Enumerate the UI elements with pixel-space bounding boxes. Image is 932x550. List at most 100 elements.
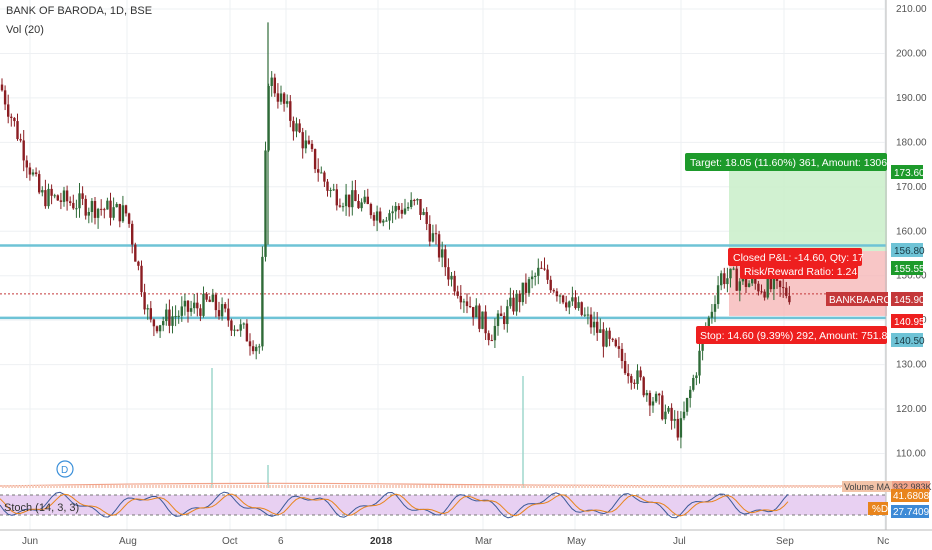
volume-bar	[746, 485, 748, 488]
candle-body	[382, 220, 385, 223]
candle-body	[81, 193, 84, 199]
candle-body	[224, 304, 227, 309]
dividend-marker[interactable]: D	[56, 460, 74, 478]
candle-body	[53, 195, 56, 197]
candle-body	[751, 277, 754, 284]
candle-body	[410, 199, 413, 207]
candle-body	[264, 150, 267, 257]
candle-body	[543, 268, 546, 270]
volume-bar	[539, 485, 541, 488]
target-annotation[interactable]: Target: 18.05 (11.60%) 361, Amount: 1306	[685, 153, 887, 171]
candle-body	[568, 301, 571, 308]
volume-bar	[809, 485, 811, 488]
svg-text:%D: %D	[872, 504, 888, 515]
volume-bar	[557, 485, 559, 488]
volume-bar	[65, 485, 67, 488]
volume-bar	[452, 485, 454, 488]
closed-pnl-annotation[interactable]: Closed P&L: -14.60, Qty: 17	[728, 248, 864, 266]
candle-body	[93, 201, 97, 218]
volume-bar	[740, 485, 742, 488]
candle-body	[602, 329, 605, 347]
volume-bar	[431, 485, 433, 488]
candle-body	[499, 313, 503, 316]
candle-body	[496, 313, 500, 326]
candle-body	[651, 401, 655, 406]
candle-body	[239, 324, 242, 331]
volume-bar	[164, 485, 166, 488]
volume-bar	[701, 485, 703, 488]
candle-body	[59, 200, 63, 202]
volume-bar	[473, 485, 475, 488]
volume-bar	[317, 485, 319, 488]
candle-body	[757, 283, 760, 292]
volume-bar	[41, 485, 43, 488]
candle-body	[134, 244, 137, 262]
candle-body	[589, 314, 593, 328]
candle-body	[7, 104, 10, 117]
volume-bar	[98, 485, 100, 488]
x-tick-label: May	[567, 536, 586, 547]
candle-body	[772, 278, 776, 290]
volume-bar	[713, 485, 715, 488]
volume-bar	[143, 485, 145, 488]
risk-reward-annotation[interactable]: Risk/Reward Ratio: 1.24	[740, 263, 858, 279]
candle-body	[208, 299, 211, 302]
x-tick-label: Jul	[673, 536, 686, 547]
volume-bar	[494, 485, 496, 488]
volume-bar	[5, 485, 7, 488]
volume-bar	[407, 485, 409, 488]
volume-bar	[308, 485, 310, 488]
candle-body	[289, 101, 292, 121]
candle-body	[648, 392, 652, 406]
candle-body	[146, 308, 149, 310]
volume-bar	[128, 485, 130, 488]
volume-bar	[365, 485, 367, 488]
volume-bar	[545, 485, 547, 488]
stop-price-tag: 140.95	[891, 314, 925, 328]
y-tick-label: 160.00	[896, 226, 927, 237]
volume-bar	[506, 485, 508, 488]
volume-bar	[839, 485, 841, 488]
volume-bar	[731, 485, 733, 488]
candle-body	[78, 193, 81, 209]
stochastic-indicator-label[interactable]: Stoch (14, 3, 3)	[4, 502, 80, 514]
svg-text:140.50: 140.50	[894, 336, 925, 347]
candle-body	[422, 212, 425, 215]
candle-body	[509, 297, 512, 307]
candle-body	[540, 267, 543, 269]
volume-bar	[314, 485, 316, 488]
volume-bar	[398, 485, 400, 488]
candle-body	[84, 198, 87, 216]
candle-body	[493, 325, 497, 341]
volume-bar	[287, 485, 289, 488]
volume-bar	[773, 485, 775, 488]
candle-body	[279, 93, 283, 102]
volume-bar	[599, 485, 601, 488]
svg-text:Volume MA: Volume MA	[844, 482, 890, 492]
volume-bar	[62, 485, 64, 488]
volume-bar	[437, 485, 439, 488]
candle-body	[127, 213, 131, 224]
volume-bar	[761, 485, 763, 488]
volume-bar	[500, 485, 502, 488]
candle-body	[137, 261, 140, 266]
candle-body	[186, 300, 190, 312]
candle-body	[72, 202, 75, 209]
volume-indicator-label[interactable]: Vol (20)	[6, 24, 44, 36]
volume-bar	[425, 485, 427, 488]
volume-bar	[443, 485, 445, 488]
candle-body	[406, 206, 410, 209]
volume-bar	[629, 485, 631, 488]
stop-annotation[interactable]: Stop: 14.60 (9.39%) 292, Amount: 751.8	[696, 326, 888, 344]
volume-bar	[401, 485, 403, 488]
volume-bar	[608, 485, 610, 488]
candle-body	[273, 77, 276, 94]
volume-bar	[116, 485, 118, 488]
candle-body	[524, 282, 528, 293]
volume-bar	[377, 485, 379, 488]
candle-body	[62, 190, 66, 202]
candle-body	[645, 392, 648, 396]
volume-bar	[509, 485, 511, 488]
